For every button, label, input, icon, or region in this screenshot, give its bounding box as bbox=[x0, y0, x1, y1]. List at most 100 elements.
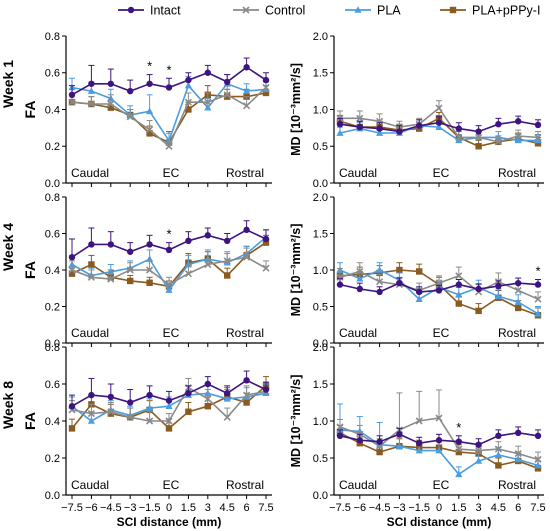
data-point bbox=[146, 417, 154, 425]
data-point bbox=[87, 410, 95, 418]
region-label-caudal: Caudal bbox=[339, 326, 377, 340]
data-point bbox=[435, 123, 443, 130]
x-tick-label: −3 bbox=[393, 502, 406, 514]
data-point bbox=[107, 410, 114, 417]
data-point bbox=[204, 380, 211, 388]
data-point bbox=[495, 432, 502, 439]
data-point bbox=[534, 121, 542, 129]
data-point bbox=[494, 292, 502, 300]
chart-panels: 0.0 0.2 0.4 0.6 0.8 FA Caudal EC Rostral * * 0.0 0.5… bbox=[22, 31, 546, 514]
data-point bbox=[356, 114, 364, 122]
data-point bbox=[224, 272, 231, 279]
data-point bbox=[243, 253, 251, 261]
data-point bbox=[165, 425, 173, 432]
x-tick-label: −6 bbox=[354, 502, 367, 514]
y-tick-label: 0.5 bbox=[313, 301, 328, 313]
data-point bbox=[107, 80, 115, 87]
x-tick-label: 0 bbox=[436, 502, 442, 514]
series-intact bbox=[68, 220, 270, 261]
y-tick-label: 0.6 bbox=[45, 228, 60, 240]
data-point bbox=[262, 235, 270, 243]
data-point bbox=[243, 226, 250, 234]
series-intact bbox=[68, 370, 270, 410]
x-tick-label: 6 bbox=[515, 502, 521, 514]
data-point bbox=[475, 143, 482, 150]
significance-annotation: * bbox=[147, 59, 152, 74]
data-point bbox=[415, 446, 423, 454]
data-point bbox=[336, 281, 344, 288]
series-control bbox=[68, 247, 270, 289]
data-point bbox=[514, 132, 522, 140]
data-point bbox=[435, 119, 443, 126]
data-point bbox=[435, 437, 443, 444]
series-control bbox=[336, 389, 542, 464]
data-point bbox=[262, 389, 270, 397]
data-point bbox=[455, 136, 463, 144]
y-tick-label: 0.2 bbox=[45, 301, 60, 313]
x-tick-label: 6 bbox=[244, 502, 250, 514]
data-point bbox=[146, 130, 153, 137]
data-point bbox=[165, 281, 173, 289]
data-point bbox=[376, 125, 383, 132]
data-point bbox=[87, 87, 95, 94]
data-point bbox=[455, 448, 462, 456]
data-point bbox=[107, 275, 115, 283]
x-tick-label: 7.5 bbox=[258, 502, 273, 514]
data-point bbox=[376, 269, 383, 277]
data-point bbox=[146, 279, 153, 286]
data-point bbox=[534, 140, 542, 147]
legend-item: Intact bbox=[118, 4, 181, 18]
region-label-ec: EC bbox=[163, 478, 180, 492]
panel-week-1-fa: 0.0 0.2 0.4 0.6 0.8 FA Caudal EC Rostral * * bbox=[22, 31, 272, 190]
data-point bbox=[534, 461, 542, 469]
data-point bbox=[376, 266, 384, 273]
data-point bbox=[223, 395, 231, 402]
data-point bbox=[224, 93, 231, 100]
data-point bbox=[455, 133, 463, 141]
significance-annotation: * bbox=[166, 227, 171, 242]
series-intact bbox=[336, 426, 542, 448]
data-point bbox=[514, 449, 522, 458]
data-point bbox=[515, 304, 522, 312]
data-point bbox=[475, 307, 482, 315]
data-point bbox=[534, 455, 542, 464]
data-point bbox=[455, 470, 463, 478]
data-point bbox=[475, 128, 482, 135]
data-point bbox=[336, 432, 344, 439]
data-point bbox=[223, 257, 231, 265]
data-point bbox=[146, 126, 154, 134]
data-point bbox=[455, 291, 463, 298]
x-tick-label: −1.5 bbox=[408, 502, 430, 514]
data-point bbox=[376, 278, 384, 286]
panel-week-4-md: 0.0 0.5 1.0 1.5 2.0 MD [10⁻³mm²/s] Caudal EC Ros… bbox=[289, 192, 544, 350]
y-tick-label: 0.4 bbox=[45, 416, 60, 428]
data-point bbox=[127, 248, 134, 255]
y-tick-label: 0.5 bbox=[313, 141, 328, 153]
data-point bbox=[396, 279, 403, 287]
significance-annotation: * bbox=[456, 420, 461, 435]
data-point bbox=[184, 98, 192, 106]
data-point bbox=[243, 102, 251, 110]
data-point bbox=[185, 390, 192, 397]
region-label-caudal: Caudal bbox=[71, 478, 109, 492]
data-point bbox=[184, 270, 192, 278]
data-point bbox=[262, 83, 270, 92]
x-tick-label: 7.5 bbox=[530, 502, 545, 514]
y-tick-label: 2.0 bbox=[313, 192, 328, 204]
y-tick-label: 0.0 bbox=[313, 338, 328, 350]
legend-marker bbox=[354, 6, 362, 13]
data-point bbox=[204, 260, 212, 269]
data-point bbox=[126, 113, 134, 121]
y-tick-label: 0.8 bbox=[45, 342, 60, 354]
data-point bbox=[126, 266, 134, 274]
data-point bbox=[475, 447, 483, 455]
data-point bbox=[336, 423, 344, 431]
data-point bbox=[204, 98, 212, 106]
data-point bbox=[185, 76, 192, 84]
data-point bbox=[455, 272, 463, 280]
legend-label: Intact bbox=[150, 4, 181, 18]
region-label-rostral: Rostral bbox=[498, 166, 536, 180]
data-point bbox=[165, 286, 173, 293]
data-point bbox=[87, 417, 95, 424]
data-point bbox=[146, 241, 153, 248]
